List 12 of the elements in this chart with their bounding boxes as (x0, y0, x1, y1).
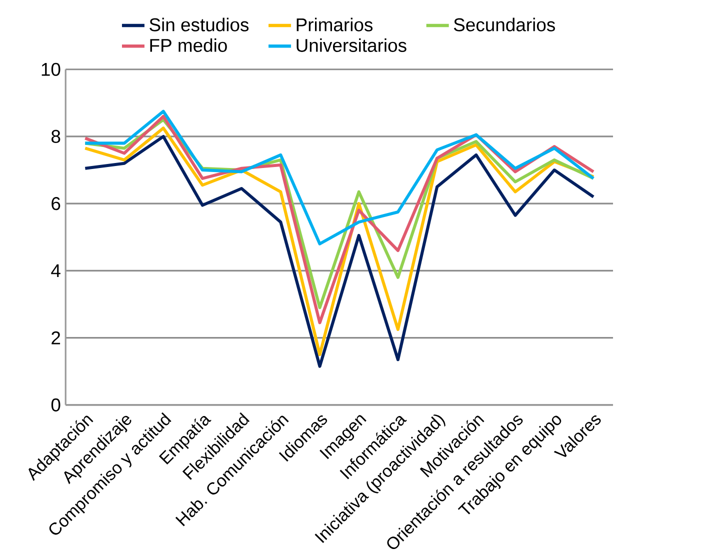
y-tick-label: 8 (52, 130, 60, 144)
y-tick-label: 0 (51, 398, 60, 412)
y-tick-label: 6 (52, 197, 60, 210)
legend-label: FP medio (150, 38, 227, 52)
y-tick-label: 2 (52, 331, 60, 344)
line-series (84, 110, 595, 246)
legend-label: Primarios (296, 18, 373, 32)
y-tick-label: 4 (51, 264, 60, 278)
legend-label: Secundarios (454, 18, 555, 32)
y-tick-label: 10 (42, 62, 60, 76)
legend-label: Universitarios (296, 38, 406, 52)
legend-label: Sin estudios (150, 18, 249, 32)
